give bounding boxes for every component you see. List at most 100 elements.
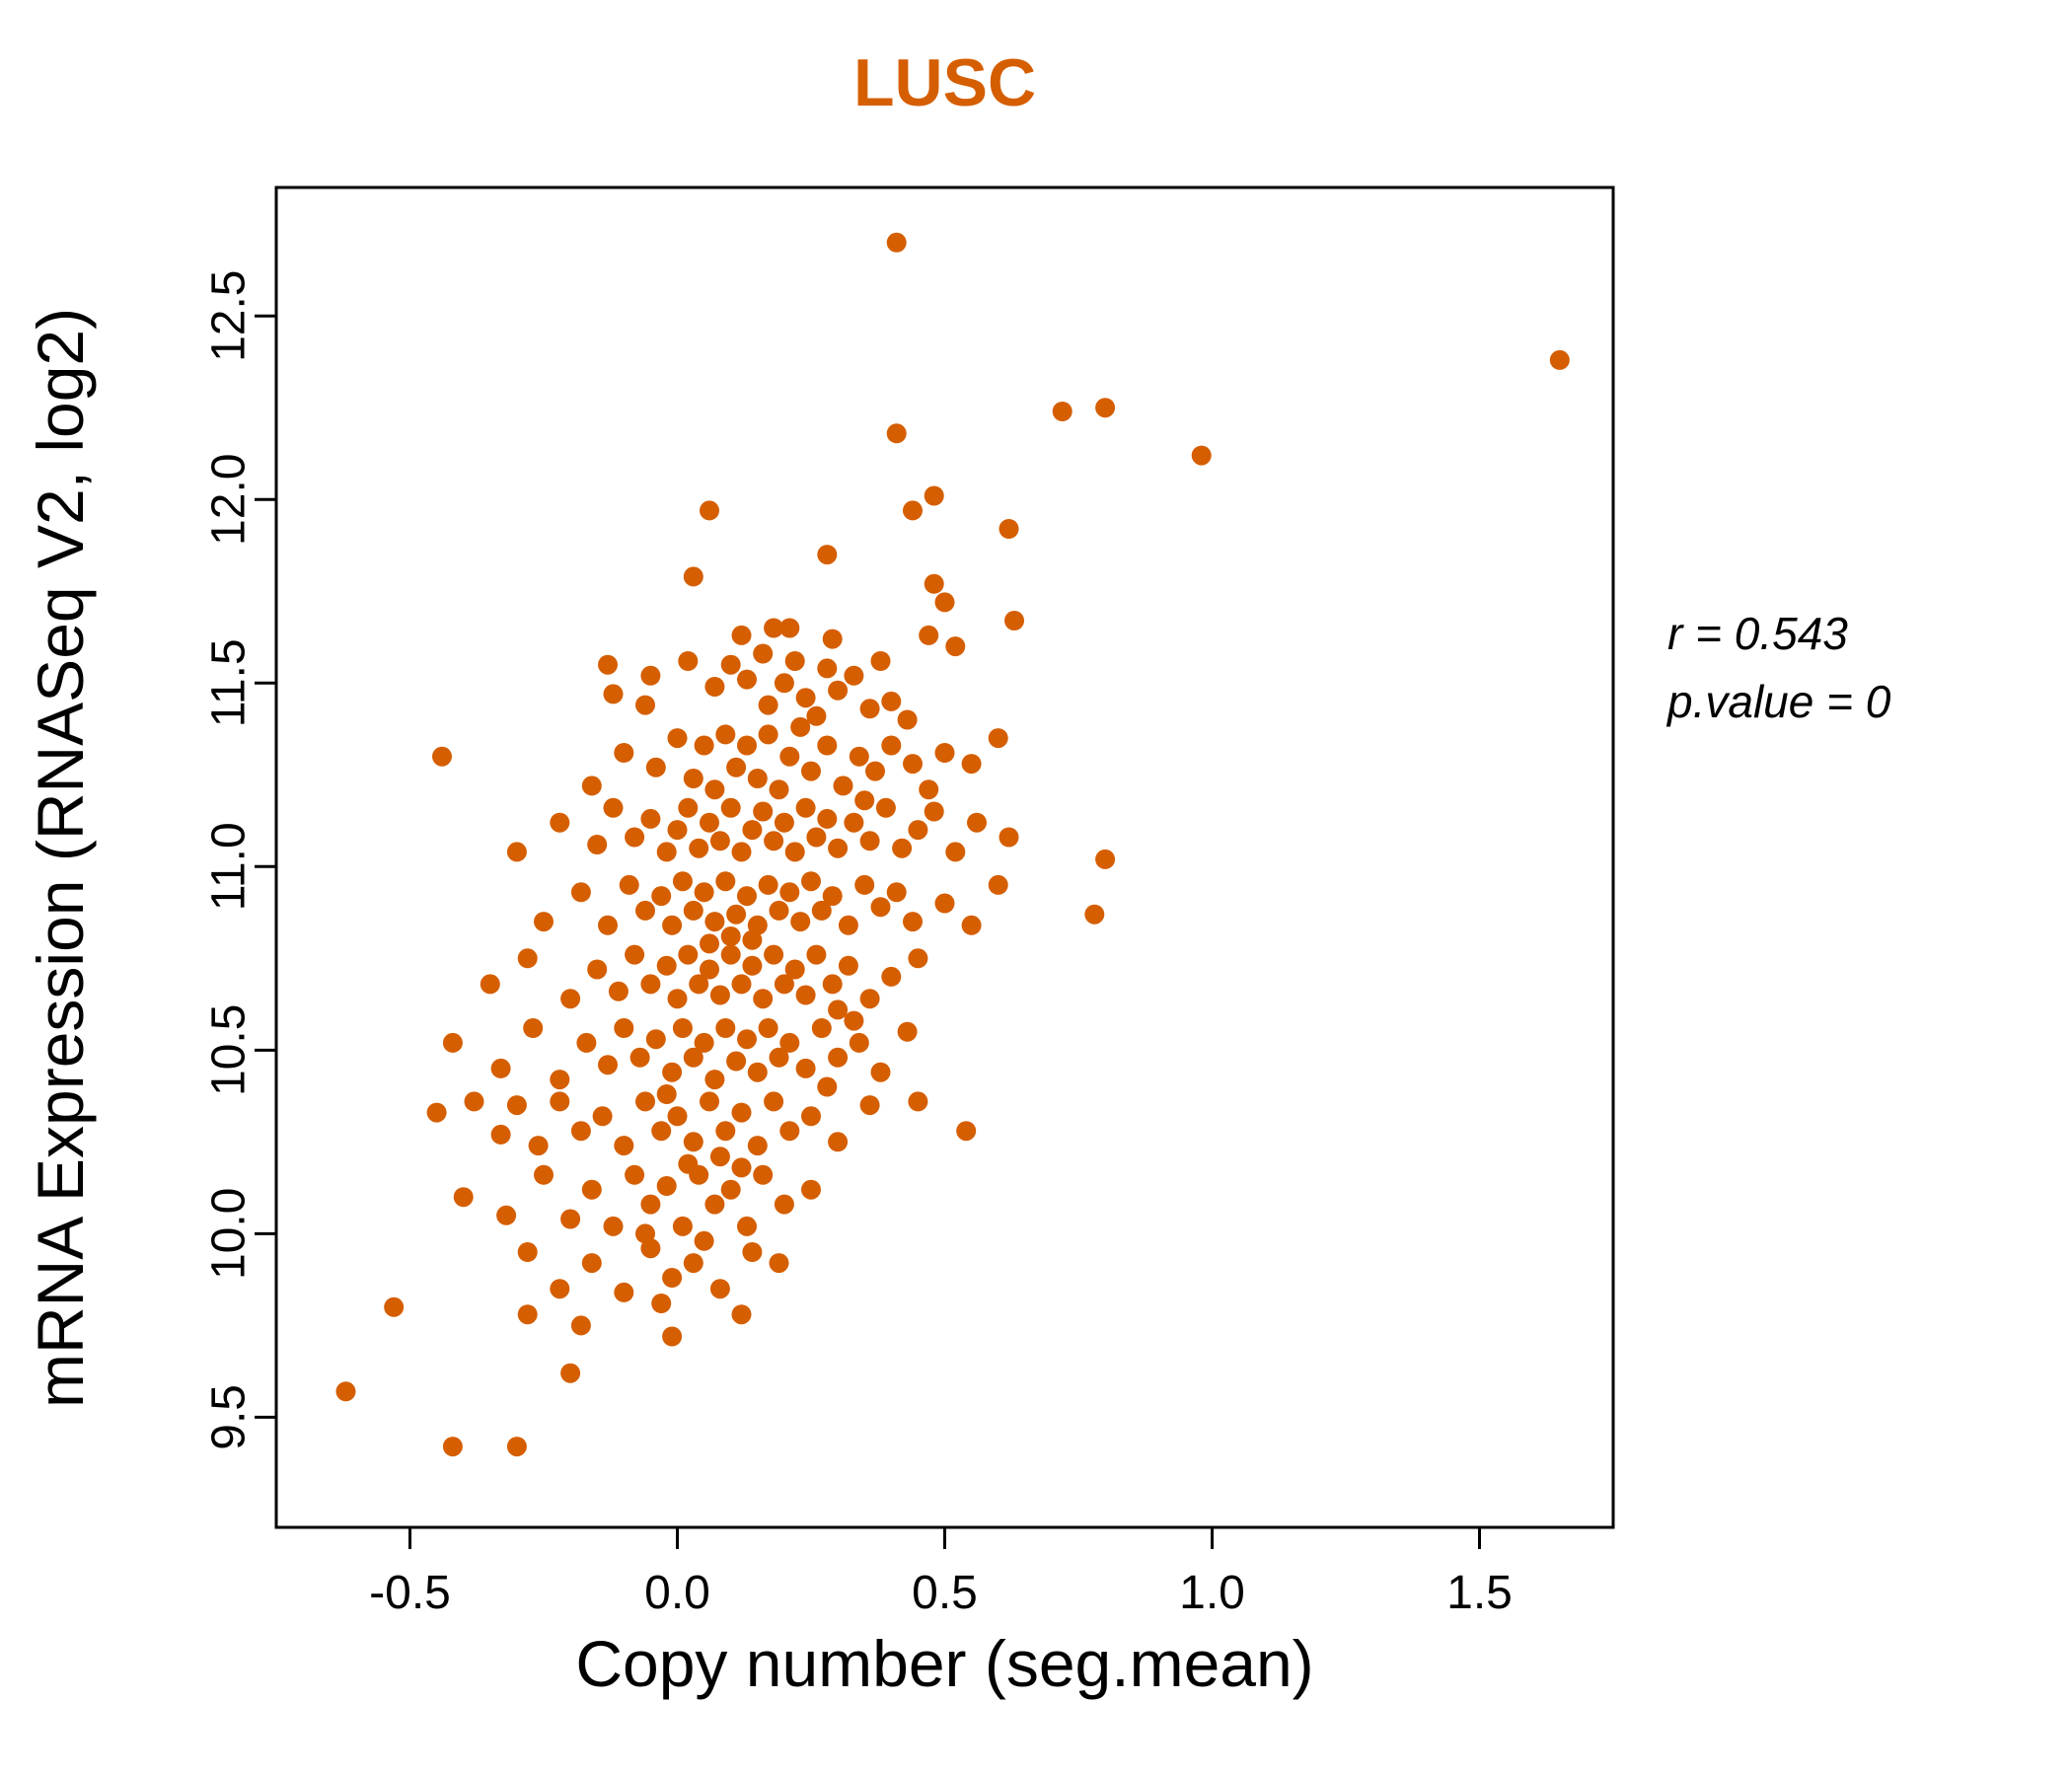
y-tick-label: 11.5 [203,638,256,727]
data-point [801,1179,821,1200]
data-point [625,944,645,965]
data-point [700,812,719,833]
data-point [640,665,661,686]
data-point [811,900,832,921]
data-point [683,1132,703,1152]
data-point [672,1216,693,1236]
data-point [1084,904,1105,925]
data-point [790,716,811,737]
data-point [999,519,1019,539]
data-point [737,669,757,690]
data-point [614,1136,634,1156]
data-point [769,1047,789,1068]
data-point [715,1018,736,1038]
data-point [1052,402,1073,421]
data-point [886,423,907,444]
data-point [859,699,880,719]
data-point [614,1018,634,1038]
data-point [1095,849,1116,869]
data-point [822,629,843,649]
data-point [656,1176,677,1196]
data-point [603,1216,624,1236]
data-point [934,743,955,763]
data-point [629,1047,650,1068]
data-point [988,874,1008,895]
data-point [934,893,955,914]
data-point [694,735,714,756]
data-point [988,728,1008,749]
data-point [779,618,800,638]
data-point [844,665,864,686]
data-point [550,812,570,833]
data-point [828,680,849,701]
data-point [598,654,618,675]
y-tick-label: 12.0 [203,454,256,546]
data-point [570,882,591,903]
data-point [550,1279,570,1299]
data-point [849,1032,869,1053]
data-point [581,1179,602,1200]
data-point [747,1062,768,1082]
data-point [1004,611,1024,630]
data-point [881,691,902,711]
data-point [490,1124,511,1145]
data-point [924,573,944,594]
data-point [598,915,618,935]
data-point [774,974,794,995]
data-point [635,1091,655,1112]
data-point [442,1032,463,1053]
data-point [550,1070,570,1090]
data-point [833,776,853,796]
data-point [870,651,891,671]
data-point [570,1315,591,1336]
data-point [720,654,741,675]
data-point [640,974,661,995]
data-point [731,842,752,862]
data-point [619,874,639,895]
data-point [656,955,677,976]
data-point [961,915,982,935]
data-point [811,1018,832,1038]
data-point [892,838,913,858]
data-point [694,882,714,903]
data-point [961,754,982,775]
data-point [662,1062,683,1082]
data-point [570,1121,591,1142]
data-point [945,636,966,657]
x-tick-label: -0.5 [369,1567,451,1619]
data-point [678,1153,699,1174]
data-point [384,1296,405,1317]
data-point [801,871,821,892]
data-point [854,790,875,811]
data-point [700,500,719,521]
data-point [640,1238,661,1259]
data-point [859,989,880,1009]
data-point [667,989,688,1009]
data-point [506,1095,527,1116]
data-point [769,1253,789,1274]
data-point [903,912,923,932]
data-point [924,801,944,822]
data-point [453,1187,474,1208]
data-point [689,838,709,858]
data-point [731,1157,752,1178]
data-point [517,948,538,969]
correlation-annotation: r = 0.543 p.value = 0 [1667,600,1890,736]
data-point [1549,349,1570,370]
data-point [817,1076,838,1097]
data-point [908,1091,928,1112]
r-value-text: r = 0.543 [1667,608,1848,659]
data-point [598,1055,618,1075]
data-point [956,1121,977,1142]
data-point [779,1032,800,1053]
data-point [662,1268,683,1288]
p-value-text: p.value = 0 [1667,676,1891,727]
data-point [784,842,805,862]
data-point [662,915,683,935]
data-point [689,974,709,995]
data-point [828,999,849,1020]
data-point [635,900,655,921]
data-point [897,1021,918,1042]
